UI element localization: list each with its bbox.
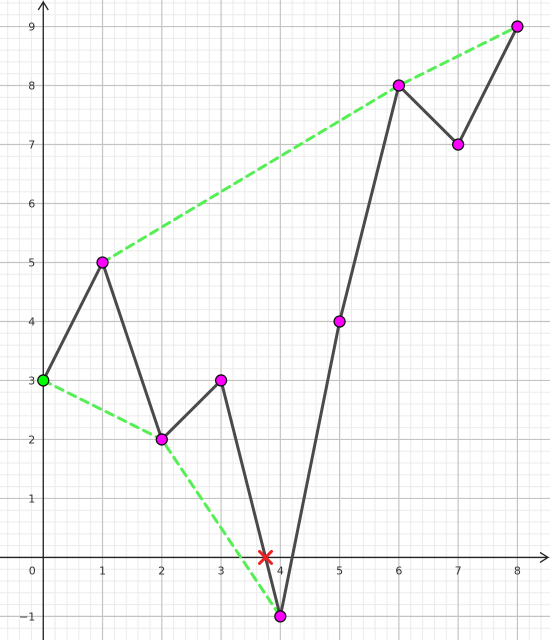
y-tick-label: −1: [19, 610, 35, 623]
data-points: [37, 20, 524, 623]
x-tick-label: 5: [336, 564, 343, 577]
x-tick-label: 7: [455, 564, 462, 577]
data-point: [155, 433, 168, 446]
y-axis-arrow: [37, 0, 49, 11]
cross-stroke: [258, 549, 274, 565]
cross-marker: [258, 549, 274, 565]
data-point: [333, 315, 346, 328]
y-tick-label: 8: [28, 80, 35, 93]
x-tick-label: 4: [277, 564, 284, 577]
y-tick-label: 9: [28, 21, 35, 34]
y-tick-label: 6: [28, 198, 35, 211]
start-data-point: [37, 374, 50, 387]
y-tick-label: 3: [28, 374, 35, 387]
y-tick-label: 4: [28, 315, 35, 328]
y-tick-label: 1: [28, 492, 35, 505]
annotations: [258, 549, 274, 565]
x-tick-label: 3: [218, 564, 225, 577]
y-tick-label: 2: [28, 433, 35, 446]
x-tick-label: 1: [99, 564, 106, 577]
data-point: [214, 374, 228, 387]
data-point: [96, 256, 109, 269]
x-tick-label: 6: [395, 564, 402, 577]
x-tick-label: 0: [29, 564, 36, 577]
data-point: [392, 79, 406, 92]
x-axis-arrow: [539, 551, 550, 563]
data-point: [511, 20, 524, 33]
x-tick-label: 8: [514, 564, 521, 577]
y-tick-label: 7: [28, 139, 35, 152]
y-tick-label: 5: [28, 256, 35, 269]
data-point: [451, 138, 465, 151]
tick-labels: 0 1 2 3 4 5 6 7 8 −1 1 2 3 4 5 6 7 8 9: [19, 21, 521, 624]
x-tick-label: 2: [158, 564, 165, 577]
data-point: [274, 610, 287, 623]
